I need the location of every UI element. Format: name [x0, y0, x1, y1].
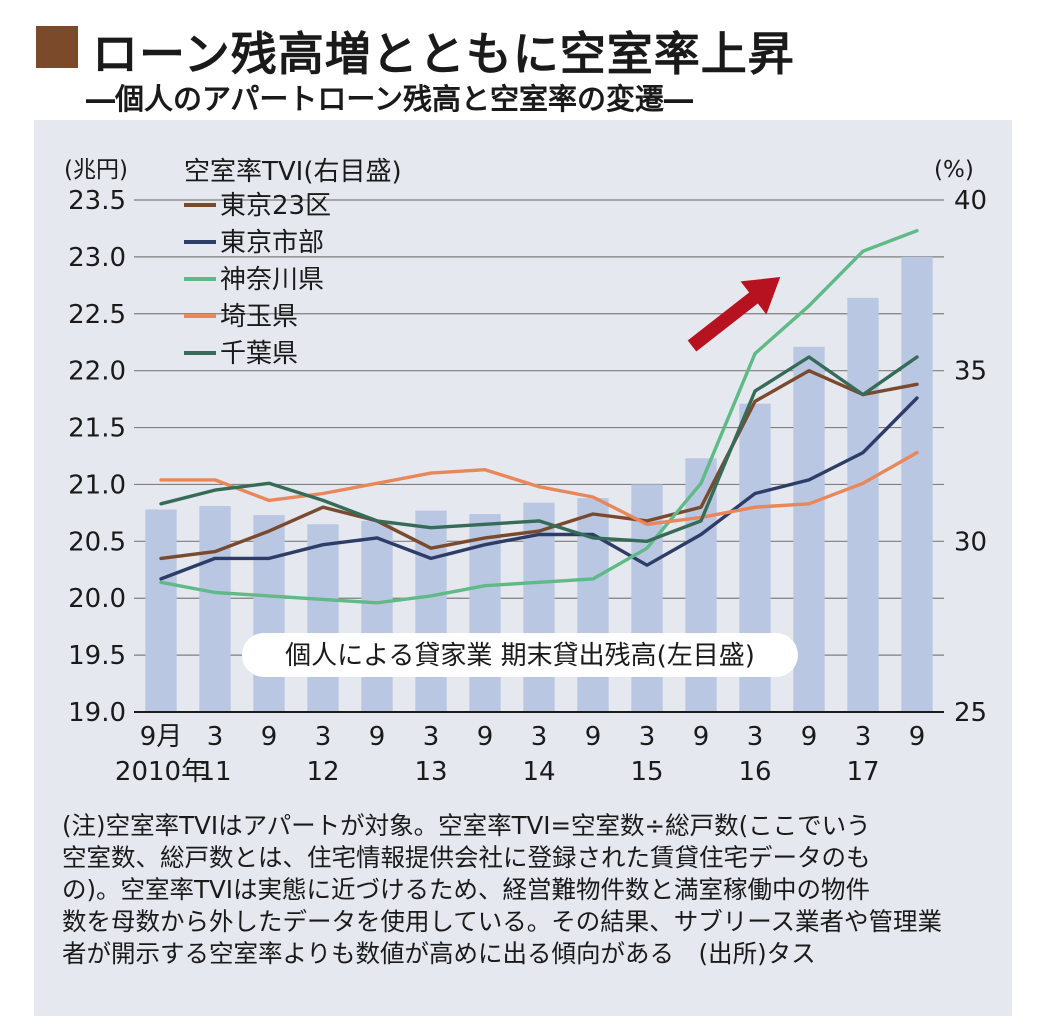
x-year-label: 2010年: [115, 757, 207, 787]
right-tick-label: 25: [954, 698, 987, 728]
note-line: の)。空室率TVIは実態に近づけるため、経営難物件数と満室稼働中の物件: [62, 875, 871, 904]
trend-arrow-head: [740, 277, 781, 315]
bar: [199, 506, 231, 712]
x-tick-label: 3: [639, 722, 656, 752]
x-tick-label: 9: [477, 722, 494, 752]
x-tick-label: 3: [855, 722, 872, 752]
x-tick-label: 3: [315, 722, 332, 752]
left-tick-label: 20.5: [68, 527, 126, 557]
right-tick-label: 35: [954, 357, 987, 387]
series-line-埼玉県: [159, 450, 919, 526]
chart-svg: 19.0 19.5 20.0 20.5 21.0 21.5 22.0 22.5 23.0 23.5…: [64, 157, 987, 787]
x-tick-label: 9: [909, 722, 926, 752]
series-line-千葉県: [159, 355, 919, 543]
bar: [307, 524, 339, 712]
x-year-label: 16: [738, 757, 771, 787]
x-tick-label: 3: [747, 722, 764, 752]
legend-label: 神奈川県: [220, 265, 324, 295]
left-tick-label: 19.5: [68, 641, 126, 671]
x-tick-label: 3: [531, 722, 548, 752]
trend-arrow-icon: [687, 277, 781, 352]
trend-arrow-shaft: [687, 289, 761, 352]
x-year-label: 14: [522, 757, 555, 787]
chart-panel: 19.0 19.5 20.0 20.5 21.0 21.5 22.0 22.5 23.0 23.5…: [34, 120, 1012, 1016]
bar: [847, 297, 879, 712]
left-tick-label: 22.0: [68, 357, 126, 387]
x-year-label: 17: [846, 757, 879, 787]
x-tick-label: 9月: [140, 722, 183, 752]
bar: [577, 498, 609, 712]
x-tick-label: 3: [207, 722, 224, 752]
x-year-label: 11: [198, 757, 231, 787]
x-tick-label: 9: [693, 722, 710, 752]
legend-label: 東京市部: [220, 228, 324, 258]
bar-series-label: 個人による貸家業 期末貸出残高(左目盛): [285, 641, 755, 671]
note-line: 数を母数から外したデータを使用している。その結果、サブリース業者や管理業: [62, 907, 943, 936]
left-tick-label: 23.5: [68, 186, 126, 216]
x-tick-label: 9: [261, 722, 278, 752]
note-line: (注)空室率TVIはアパートが対象。空室率TVI=空室数÷総戸数(ここでいう: [62, 811, 871, 840]
x-year-label: 15: [630, 757, 663, 787]
note-line: 空室数、総戸数とは、住宅情報提供会社に登録された賃貸住宅データのも: [62, 843, 871, 872]
x-year-label: 13: [414, 757, 447, 787]
x-tick-label: 9: [369, 722, 386, 752]
chart-title: ローン残高増とともに空室率上昇: [92, 27, 795, 81]
header: ローン残高増とともに空室率上昇 ―個人のアパートローン残高と空室率の変遷―: [20, 14, 1020, 120]
left-axis-unit: (兆円): [64, 157, 128, 183]
bar: [253, 515, 285, 712]
legend-title: 空室率TVI(右目盛): [184, 157, 402, 187]
chart-subtitle: ―個人のアパートローン残高と空室率の変遷―: [86, 82, 693, 116]
x-tick-label: 9: [585, 722, 602, 752]
note-line: 者が開示する空室率よりも数値が高めに出る傾向がある (出所)タス: [62, 939, 816, 968]
legend-label: 千葉県: [220, 339, 298, 369]
left-tick-label: 20.0: [68, 584, 126, 614]
legend-label: 東京23区: [220, 191, 331, 221]
note: (注)空室率TVIはアパートが対象。空室率TVI=空室数÷総戸数(ここでいう 空…: [62, 810, 992, 970]
left-tick-label: 21.0: [68, 470, 126, 500]
left-tick-label: 21.5: [68, 414, 126, 444]
x-tick-label: 3: [423, 722, 440, 752]
x-tick-label: 9: [801, 722, 818, 752]
left-tick-label: 22.5: [68, 300, 126, 330]
bar: [793, 346, 825, 712]
series-line-東京23区: [159, 368, 919, 561]
left-tick-label: 23.0: [68, 243, 126, 273]
left-tick-label: 19.0: [68, 698, 126, 728]
series-line-神奈川県: [159, 228, 919, 605]
x-year-label: 12: [306, 757, 339, 787]
title-square-icon: [36, 26, 78, 68]
right-tick-label: 40: [954, 186, 987, 216]
bar: [145, 509, 177, 712]
right-axis-unit: (%): [934, 157, 974, 183]
bar: [361, 520, 393, 712]
series-line-東京市部: [159, 396, 919, 581]
bar-label-pill: [242, 633, 798, 677]
legend-label: 埼玉県: [220, 302, 298, 332]
bar: [901, 256, 933, 712]
right-tick-label: 30: [954, 527, 987, 557]
